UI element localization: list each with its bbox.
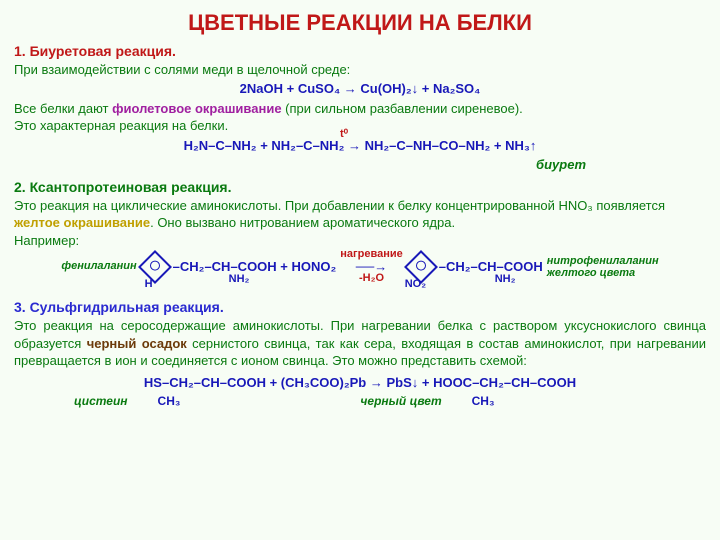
ch3-a: CH₃ xyxy=(158,393,181,409)
minus-h2o: -H₂O xyxy=(340,273,402,284)
s1-p1: При взаимодействии с солями меди в щелоч… xyxy=(14,61,706,79)
ch3-b: CH₃ xyxy=(472,393,495,409)
s2-structure: фенилаланин H –CH₂–CH–COOH + HONO₂ NH₂ н… xyxy=(14,249,706,284)
yellow-text: желтое окрашивание xyxy=(14,215,150,230)
biuret-label: биурет xyxy=(536,157,586,172)
s1-p2a: Все белки дают xyxy=(14,101,112,116)
s3-eq: HS–CH₂–CH–COOH + (CH₃COO)₂Pb → PbS↓ + HO… xyxy=(14,374,706,392)
section1-head: 1. Биуретовая реакция. xyxy=(14,42,706,61)
section2-head: 2. Ксантопротеиновая реакция. xyxy=(14,178,706,197)
s1-eq2: H₂N–C–NH₂ + NH₂–C–NH₂ → NH₂–C–NH–CO–NH₂ … xyxy=(14,137,706,155)
nh2-b: NH₂ xyxy=(495,272,516,287)
nh2-a: NH₂ xyxy=(229,272,250,287)
s2-p1c: . Оно вызвано нитрованием ароматического… xyxy=(150,215,455,230)
s1-eq1: 2NaOH + CuSO₄ → Cu(OH)₂↓ + Na₂SO₄ xyxy=(14,80,706,98)
benzene-ring-icon xyxy=(138,250,172,284)
phenyl-label: фенилаланин xyxy=(61,259,136,274)
black-color-label: черный цвет xyxy=(360,393,441,409)
s2-p1: Это реакция на циклические аминокислоты.… xyxy=(14,197,706,232)
s3-p1: Это реакция на серосодержащие аминокисло… xyxy=(14,317,706,370)
s1-p3: Это характерная реакция на белки. xyxy=(14,117,706,135)
s1-p2c: (при сильном разбавлении сиреневое). xyxy=(282,101,523,116)
s1-p2: Все белки дают фиолетовое окрашивание (п… xyxy=(14,100,706,118)
H-label: H xyxy=(145,277,153,292)
NO2-label: NO₂ xyxy=(405,277,426,292)
nitro-label: нитрофенилаланин xyxy=(547,255,659,267)
cysteine-label: цистеин xyxy=(74,393,128,409)
s2-mid1: –CH₂–CH–COOH + HONO₂ xyxy=(173,259,337,274)
violet-text: фиолетовое окрашивание xyxy=(112,101,281,116)
black-precip: черный осадок xyxy=(87,336,187,351)
section3-head: 3. Сульфгидрильная реакция. xyxy=(14,298,706,317)
t0-label: t⁰ xyxy=(340,127,348,142)
yellow-color-label: желтого цвета xyxy=(547,267,659,279)
s2-p2: Например: xyxy=(14,232,706,250)
page-title: ЦВЕТНЫЕ РЕАКЦИИ НА БЕЛКИ xyxy=(14,8,706,38)
s2-p1a: Это реакция на циклические аминокислоты.… xyxy=(14,198,665,213)
s2-mid2: –CH₂–CH–COOH xyxy=(439,259,543,274)
